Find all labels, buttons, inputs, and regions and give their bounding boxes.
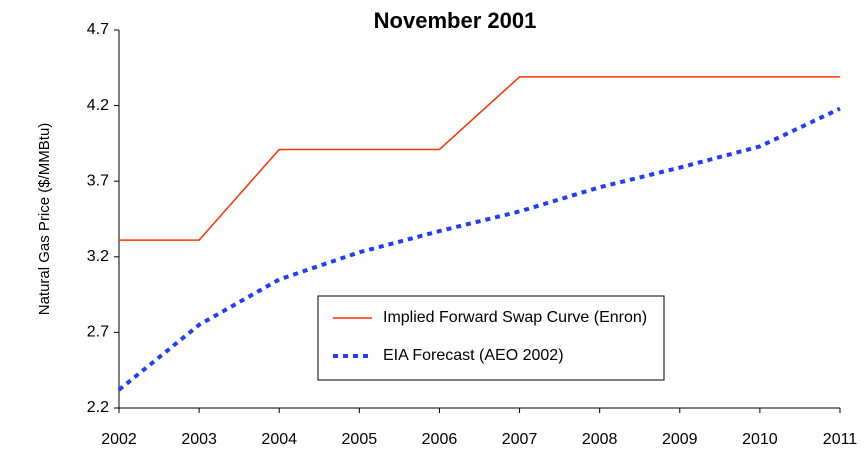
y-axis-label: Natural Gas Price ($/MMBtu)	[36, 123, 53, 316]
x-tick-label: 2009	[662, 431, 698, 448]
x-tick-label: 2005	[342, 431, 378, 448]
x-tick-label: 2011	[823, 431, 858, 448]
x-tick-label: 2004	[261, 431, 297, 448]
series-line	[119, 76, 840, 241]
x-tick-label: 2003	[181, 431, 217, 448]
y-tick-label: 4.2	[87, 97, 109, 114]
x-tick-label: 2006	[422, 431, 458, 448]
y-tick-label: 3.2	[87, 248, 109, 265]
x-tick-label: 2010	[742, 431, 778, 448]
legend-box	[317, 295, 665, 381]
y-tick-label: 2.2	[87, 399, 109, 416]
x-tick-label: 2002	[101, 431, 137, 448]
y-tick-label: 2.7	[87, 324, 109, 341]
y-tick-label: 4.7	[87, 21, 109, 38]
x-tick-label: 2007	[502, 431, 538, 448]
y-tick-label: 3.7	[87, 172, 109, 189]
x-tick-label: 2008	[582, 431, 618, 448]
legend-label: EIA Forecast (AEO 2002)	[383, 347, 564, 364]
series-line	[117, 106, 841, 392]
legend-label: Implied Forward Swap Curve (Enron)	[383, 309, 647, 326]
chart-title: November 2001	[374, 8, 537, 33]
